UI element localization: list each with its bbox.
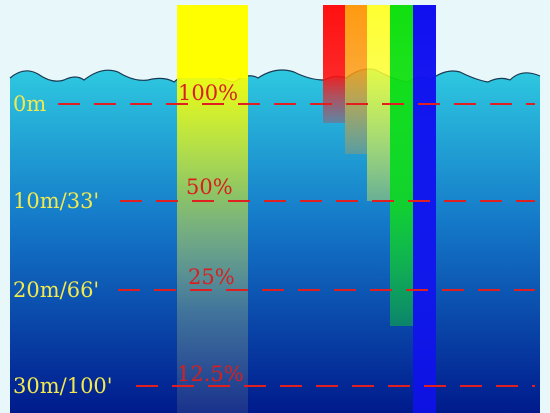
color-band-green [390, 5, 413, 326]
intensity-label-50: 50% [186, 175, 233, 199]
color-band-orange [345, 5, 367, 154]
color-band-yellow [367, 5, 390, 201]
water-body [10, 69, 540, 413]
color-band-blue [413, 5, 436, 413]
depth-label-20m: 20m/66' [13, 278, 99, 302]
light-beam-above-surface [177, 5, 248, 78]
color-band-red [323, 5, 345, 123]
depth-label-30m: 30m/100' [13, 374, 113, 398]
intensity-label-12-5: 12.5% [177, 362, 244, 386]
water-surface-line [9, 68, 541, 83]
light-beam [177, 78, 248, 413]
depth-label-0m: 0m [13, 92, 46, 116]
intensity-label-25: 25% [188, 265, 235, 289]
depth-label-10m: 10m/33' [13, 189, 99, 213]
intensity-label-100: 100% [178, 81, 238, 105]
